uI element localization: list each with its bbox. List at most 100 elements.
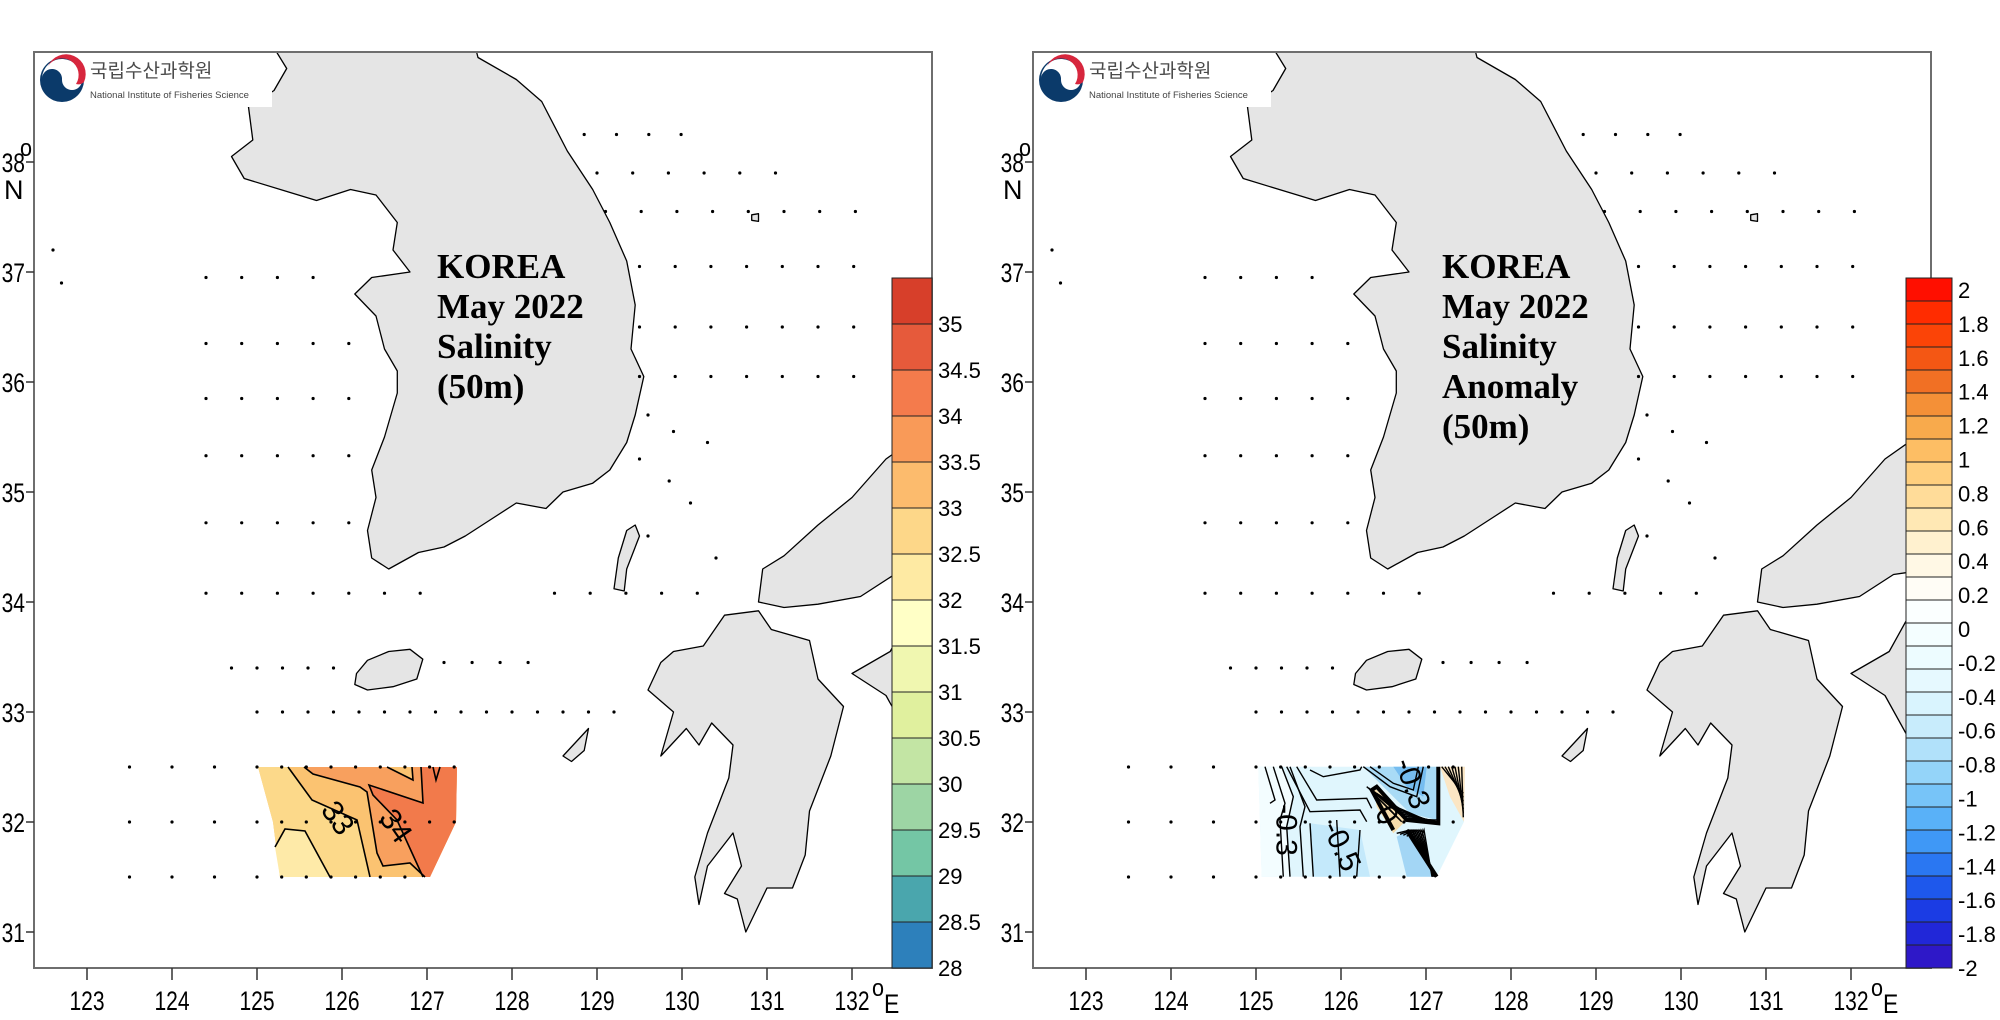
station-dot — [127, 875, 132, 879]
station-dot — [280, 666, 285, 670]
station-dot — [738, 171, 742, 175]
station-dot — [746, 209, 750, 214]
colorbar-label: 31 — [938, 680, 962, 705]
honshu-landmass — [757, 425, 932, 609]
station-dot — [204, 275, 208, 280]
station-dot — [675, 209, 679, 214]
station-dot — [331, 666, 336, 670]
lat-tick-label: 36 — [1001, 369, 1024, 399]
station-dot — [1672, 264, 1676, 269]
colorbar-bin — [1905, 806, 1953, 831]
korea-landmass — [1229, 52, 1644, 570]
station-dot — [1745, 209, 1749, 214]
station-dot — [204, 396, 208, 401]
station-dot — [603, 209, 608, 214]
lon-tick-label: 128 — [494, 987, 529, 1017]
colorbar-label: -0.8 — [1958, 753, 1996, 778]
colorbar-label: -0.6 — [1958, 719, 1996, 744]
station-dot — [459, 710, 463, 714]
station-dot — [1646, 132, 1650, 137]
logo-english-name: National Institute of Fisheries Science — [90, 90, 249, 101]
station-dot — [1353, 875, 1357, 879]
colorbar-label: -1.6 — [1958, 888, 1996, 913]
map-title-line: Salinity — [1442, 327, 1557, 366]
lon-east-label: E — [884, 989, 899, 1019]
station-dot — [1815, 325, 1819, 329]
colorbar-label: -0.4 — [1958, 685, 1996, 710]
lon-tick-label: 125 — [239, 987, 274, 1017]
station-dot — [1254, 820, 1258, 824]
colorbar-bin — [1905, 760, 1953, 785]
salinity-colorbar: 35 34.5 34 33.5 33 32.5 32 31.5 31 30.5 30 29.5 29 28… — [891, 277, 981, 981]
station-dot — [1254, 875, 1258, 879]
lat-tick-label: 38 — [1001, 149, 1024, 179]
lon-tick-label: 123 — [1068, 987, 1103, 1017]
station-dot — [1211, 820, 1216, 824]
station-dot — [1779, 264, 1783, 269]
station-dot — [773, 171, 778, 175]
station-dot — [1254, 666, 1258, 670]
station-dot — [1587, 591, 1591, 595]
station-dot — [1239, 454, 1243, 458]
station-dot — [331, 710, 336, 714]
station-dot — [852, 264, 856, 269]
station-dot — [510, 710, 514, 714]
station-dot — [745, 374, 749, 379]
station-dot — [1274, 521, 1278, 525]
station-dot — [780, 374, 784, 379]
station-dot — [1402, 820, 1406, 824]
station-dot — [1817, 209, 1821, 214]
station-dot — [1305, 710, 1309, 714]
station-dot — [1274, 591, 1278, 595]
station-dot — [1851, 325, 1855, 329]
lon-tick-label: 127 — [409, 987, 444, 1017]
station-dot — [671, 429, 676, 434]
salinity-anomaly-map-panel: -0.3 -0.5-0.30 31 32 33 34 35 36 37 38 123 124 125 12… — [1001, 51, 1932, 1019]
station-dot — [1672, 374, 1676, 379]
map-title-line: KOREA — [1442, 247, 1571, 286]
station-dot — [1203, 521, 1207, 525]
station-dot — [688, 501, 693, 505]
station-dot — [59, 281, 64, 285]
station-dot — [1645, 534, 1649, 538]
station-dot — [1407, 710, 1411, 714]
station-dot — [667, 479, 671, 483]
contour-line — [386, 766, 414, 782]
lat-tick-label: 35 — [2, 479, 25, 509]
station-dot — [1346, 591, 1350, 595]
colorbar-bin — [891, 277, 933, 325]
colorbar-bin — [891, 553, 933, 601]
station-dot — [347, 591, 351, 595]
station-dot — [526, 660, 530, 665]
contour-line — [1309, 823, 1314, 877]
station-dot — [1630, 171, 1634, 175]
station-dot — [1851, 374, 1855, 379]
colorbar-label: -1.8 — [1958, 922, 1996, 947]
contour-line — [1309, 766, 1363, 778]
station-dot — [306, 710, 310, 714]
station-dot — [816, 374, 820, 379]
lon-tick-label: 126 — [1323, 987, 1358, 1017]
station-dot — [1346, 454, 1350, 458]
station-dot — [679, 132, 683, 137]
station-dot — [212, 820, 217, 824]
station-dot — [1254, 765, 1258, 769]
map-title-line: Anomaly — [1442, 367, 1579, 406]
lat-tick-label: 31 — [1001, 919, 1024, 949]
station-dot — [1058, 281, 1063, 285]
station-dot — [1585, 710, 1590, 714]
station-dot — [378, 820, 382, 824]
station-dot — [709, 374, 713, 379]
taegeuk-white-swirl — [42, 58, 83, 90]
colorbar-label: 0 — [1958, 617, 1970, 642]
station-dot — [852, 374, 856, 379]
station-dot — [588, 591, 592, 595]
station-dot — [582, 132, 586, 137]
colorbar-label: 31.5 — [938, 634, 981, 659]
logo-english-name: National Institute of Fisheries Science — [1089, 90, 1248, 101]
tsushima-island — [1612, 524, 1640, 592]
colorbar-bin — [891, 369, 933, 417]
lon-tick-label: 131 — [749, 987, 784, 1017]
station-dot — [311, 396, 315, 401]
